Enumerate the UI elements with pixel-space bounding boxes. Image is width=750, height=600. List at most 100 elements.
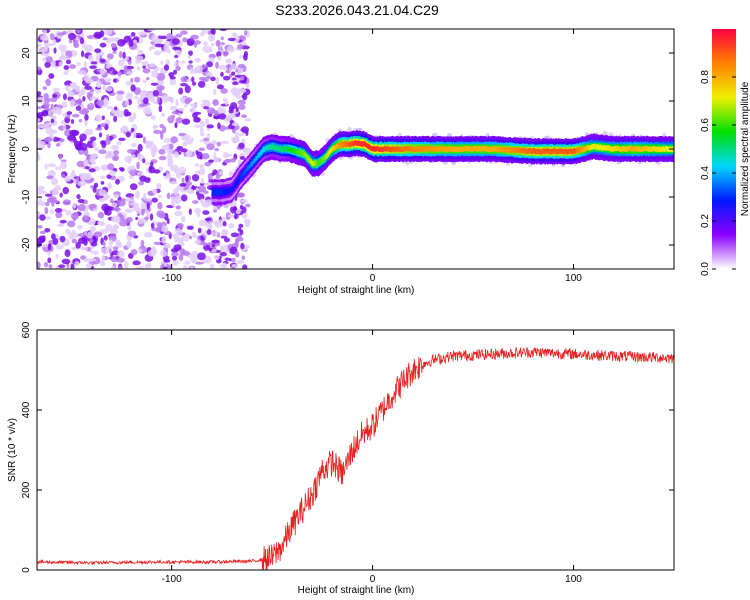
noise-speckle [211, 230, 219, 237]
noise-speckle [105, 77, 112, 83]
noise-speckle [145, 76, 150, 81]
noise-speckle [109, 37, 117, 43]
noise-speckle [235, 106, 239, 112]
spectrogram-ytick-label: 20 [21, 47, 32, 59]
noise-speckle [210, 76, 216, 82]
noise-speckle [141, 208, 145, 216]
noise-speckle [194, 66, 199, 74]
noise-speckle [107, 182, 112, 190]
noise-speckle [163, 44, 170, 53]
noise-speckle [172, 188, 179, 196]
noise-speckle [148, 63, 156, 68]
noise-speckle [166, 33, 174, 41]
noise-speckle [112, 70, 118, 75]
ridge-band-segment [217, 189, 220, 195]
noise-speckle [110, 266, 116, 269]
noise-speckle [83, 74, 90, 78]
noise-speckle [85, 263, 93, 269]
noise-speckle [95, 127, 103, 131]
noise-speckle [102, 37, 108, 41]
noise-speckle [101, 141, 107, 149]
noise-speckle [58, 264, 66, 269]
noise-speckle [189, 103, 198, 107]
noise-speckle [212, 220, 220, 225]
noise-speckle [137, 97, 142, 105]
noise-speckle [181, 118, 191, 125]
noise-speckle [87, 231, 93, 239]
ridge-band-segment [281, 146, 284, 153]
ridge-halo-speckle [432, 132, 439, 138]
noise-speckle [203, 41, 208, 47]
noise-speckle [58, 61, 63, 67]
noise-speckle [142, 97, 149, 105]
noise-speckle [245, 83, 250, 88]
noise-speckle [96, 80, 102, 89]
ridge-band-segment [342, 142, 345, 148]
ridge-band-segment [391, 146, 393, 153]
noise-speckle [152, 89, 160, 97]
noise-speckle [59, 192, 63, 198]
noise-speckle [125, 208, 131, 213]
noise-speckle [45, 43, 55, 47]
noise-speckle [130, 142, 137, 148]
ridge-band-segment [438, 146, 440, 153]
noise-speckle [230, 63, 237, 71]
noise-speckle [106, 57, 110, 65]
noise-speckle [175, 66, 181, 71]
noise-speckle [105, 224, 113, 232]
noise-speckle [77, 233, 86, 238]
noise-speckle [154, 43, 164, 48]
figure-title: S233.2026.043.21.04.C29 [275, 2, 439, 18]
noise-speckle [141, 61, 149, 66]
noise-speckle [188, 60, 193, 64]
noise-speckle [125, 216, 133, 223]
noise-speckle [169, 105, 178, 111]
ridge-band-segment [356, 140, 358, 147]
noise-speckle [168, 71, 175, 78]
noise-speckle [71, 169, 76, 176]
noise-speckle [188, 50, 193, 56]
noise-speckle [171, 198, 175, 207]
ridge-band-segment [620, 146, 623, 153]
snr-ytick-label: 400 [21, 401, 32, 418]
noise-speckle [157, 194, 163, 199]
noise-speckle [116, 257, 125, 263]
noise-speckle [232, 81, 239, 86]
noise-speckle [216, 141, 222, 147]
ridge-band-segment [371, 146, 374, 152]
noise-speckle [237, 227, 242, 232]
colorbar-tick-label: 0.8 [700, 70, 711, 84]
noise-speckle [211, 239, 220, 244]
noise-speckle [138, 248, 143, 253]
snr-xtick-label: 100 [565, 574, 582, 585]
noise-speckle [39, 214, 46, 221]
noise-speckle [149, 213, 154, 221]
noise-speckle [97, 211, 105, 219]
noise-speckle [125, 99, 130, 107]
noise-speckle [38, 46, 47, 54]
ridge-band-segment [670, 146, 673, 153]
ridge-band-segment [441, 146, 444, 152]
noise-speckle [129, 204, 133, 209]
noise-speckle [213, 115, 220, 120]
noise-speckle [153, 124, 159, 129]
noise-speckle [38, 235, 45, 244]
noise-speckle [208, 34, 215, 42]
noise-speckle [108, 239, 114, 246]
noise-speckle [124, 65, 128, 73]
spectrogram-ylabel: Frequency (Hz) [7, 115, 18, 184]
noise-speckle [103, 97, 109, 105]
noise-speckle [42, 29, 47, 36]
noise-speckle [80, 255, 86, 260]
noise-speckle [208, 159, 214, 163]
noise-speckle [163, 243, 172, 249]
ridge-band-segment [263, 146, 266, 153]
noise-speckle [161, 144, 170, 150]
noise-speckle [61, 173, 66, 178]
noise-speckle [83, 61, 87, 69]
noise-speckle [202, 242, 207, 247]
noise-speckle [103, 235, 108, 241]
noise-speckle [174, 54, 179, 59]
noise-speckle [87, 258, 97, 262]
